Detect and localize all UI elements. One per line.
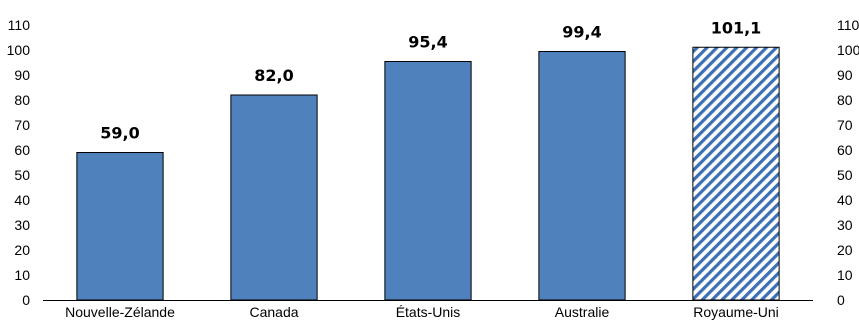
bar-2 [384,61,472,301]
y-tick-left: 50 [14,167,30,183]
y-tick-right: 90 [837,67,853,83]
category-label-2: États-Unis [396,304,461,320]
data-label-3: 99,4 [562,23,601,42]
data-label-0: 59,0 [100,124,139,143]
y-axis-left-ticks: 0 10 20 30 40 50 60 70 80 90 100 110 [7,17,31,308]
y-tick-left: 110 [8,17,31,33]
y-tick-right: 40 [837,192,853,208]
y-tick-right: 100 [837,42,859,58]
y-tick-left: 30 [14,217,30,233]
category-label-4: Royaume-Uni [693,304,779,320]
y-tick-left: 80 [14,92,30,108]
y-axis-right-ticks: 0 10 20 30 40 50 60 70 80 90 100 110 [837,17,859,308]
y-tick-right: 50 [837,167,853,183]
y-tick-left: 0 [22,292,30,308]
category-label-0: Nouvelle-Zélande [65,304,175,320]
data-label-2: 95,4 [408,33,447,52]
data-label-1: 82,0 [254,66,293,85]
category-labels: Nouvelle-Zélande Canada États-Unis Australi… [65,304,779,320]
bar-4 [692,46,780,301]
y-tick-right: 110 [837,17,859,33]
y-tick-left: 60 [14,142,30,158]
bars [76,46,780,301]
bar-1 [230,94,318,301]
bar-3 [538,51,626,301]
category-label-3: Australie [555,304,610,320]
y-tick-right: 30 [837,217,853,233]
bar-0 [76,152,164,301]
y-tick-right: 10 [837,267,853,283]
y-tick-left: 10 [14,267,30,283]
y-tick-right: 70 [837,117,853,133]
y-tick-right: 80 [837,92,853,108]
y-tick-right: 0 [837,292,845,308]
y-tick-right: 20 [837,242,853,258]
y-tick-left: 90 [14,67,30,83]
data-label-4: 101,1 [711,18,762,37]
y-tick-right: 60 [837,142,853,158]
y-tick-left: 20 [14,242,30,258]
y-tick-left: 70 [14,117,30,133]
y-tick-left: 40 [14,192,30,208]
data-labels: 59,0 82,0 95,4 99,4 101,1 [100,18,761,142]
category-label-1: Canada [249,304,298,320]
y-tick-left: 100 [7,42,31,58]
